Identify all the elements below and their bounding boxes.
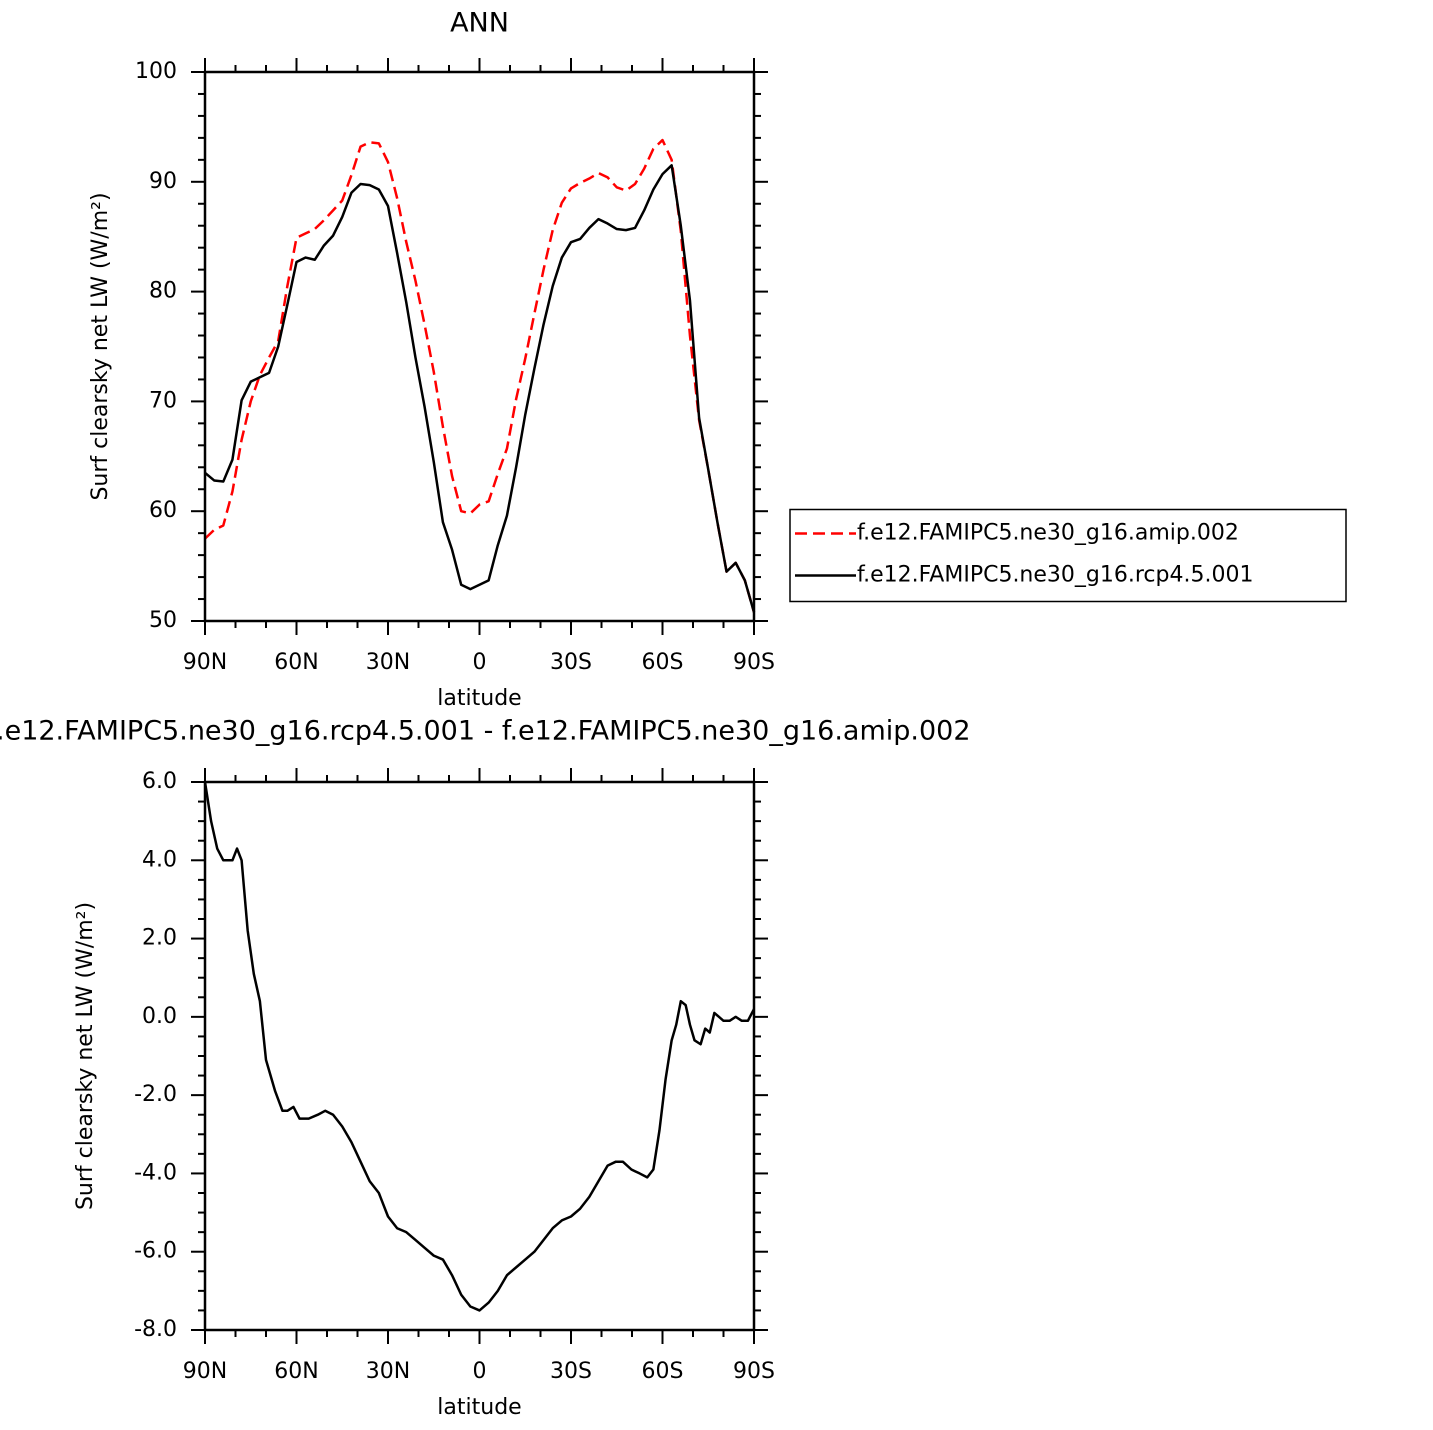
x-axis-label: latitude	[437, 686, 521, 711]
x-tick-label: 90S	[733, 1359, 775, 1384]
y-tick-label: -6.0	[134, 1239, 177, 1264]
y-tick-label: 4.0	[142, 847, 177, 872]
y-tick-label: 0.0	[142, 1004, 177, 1029]
x-tick-label: 90S	[733, 650, 775, 675]
x-axis-label: latitude	[437, 1395, 521, 1420]
data-line	[204, 138, 756, 613]
chart-title: ANN	[450, 8, 509, 39]
x-tick-label: 60N	[274, 1359, 318, 1384]
y-tick-label: 100	[135, 59, 177, 84]
x-tick-label: 30N	[366, 1359, 410, 1384]
legend-label: f.e12.FAMIPC5.ne30_g16.rcp4.5.001	[857, 563, 1253, 588]
plot-frame	[203, 70, 756, 623]
y-tick-label: 60	[149, 498, 177, 523]
y-tick-label: 70	[149, 388, 177, 413]
x-tick-label: 90N	[183, 1359, 227, 1384]
x-tick-label: 60S	[642, 650, 684, 675]
x-tick-label: 60S	[642, 1359, 684, 1384]
y-tick-label: 2.0	[142, 926, 177, 951]
x-tick-label: 30N	[366, 650, 410, 675]
y-axis-label: Surf clearsky net LW (W/m²)	[88, 192, 113, 500]
y-tick-label: -2.0	[134, 1082, 177, 1107]
x-tick-label: 30S	[550, 650, 592, 675]
legend-box	[789, 508, 1347, 603]
x-tick-label: 0	[473, 1359, 487, 1384]
y-tick-label: -4.0	[134, 1160, 177, 1185]
data-line	[203, 781, 756, 1312]
x-tick-label: 90N	[183, 650, 227, 675]
x-tick-label: 0	[473, 650, 487, 675]
plot-frame	[203, 780, 756, 1332]
y-axis-label: Surf clearsky net LW (W/m²)	[73, 902, 98, 1210]
legend-label: f.e12.FAMIPC5.ne30_g16.amip.002	[857, 521, 1239, 546]
x-tick-label: 60N	[274, 650, 318, 675]
y-tick-label: 50	[149, 608, 177, 633]
y-tick-label: -8.0	[134, 1317, 177, 1342]
y-tick-label: 80	[149, 279, 177, 304]
y-tick-label: 6.0	[142, 769, 177, 794]
y-tick-label: 90	[149, 169, 177, 194]
x-tick-label: 30S	[550, 1359, 592, 1384]
chart-title: f.e12.FAMIPC5.ne30_g16.rcp4.5.001 - f.e1…	[0, 716, 971, 747]
data-line	[204, 164, 756, 613]
